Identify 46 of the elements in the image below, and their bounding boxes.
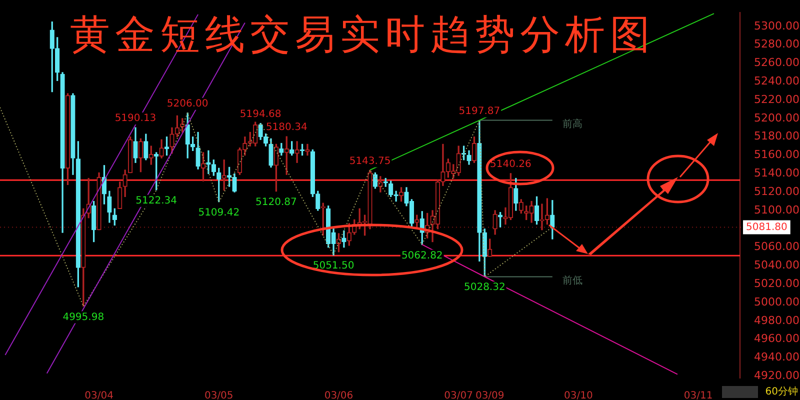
annotation: 5051.50 bbox=[312, 260, 354, 272]
y-tick-label: 5120.00 bbox=[754, 184, 800, 198]
annotation: 5109.42 bbox=[198, 207, 240, 218]
annotation: 5206.00 bbox=[166, 98, 208, 110]
annotation: 5028.32 bbox=[464, 282, 506, 294]
y-tick-label: 4980.00 bbox=[754, 314, 800, 327]
y-tick-label: 4960.00 bbox=[754, 332, 800, 346]
annotation: 5140.26 bbox=[490, 159, 532, 170]
annotation: 5143.75 bbox=[349, 156, 391, 167]
series-label: 前高 bbox=[562, 118, 582, 130]
candlestick bbox=[294, 141, 300, 163]
x-tick-label: 03/11 bbox=[684, 390, 713, 400]
candlestick bbox=[206, 150, 211, 174]
y-tick-label: 5180.00 bbox=[754, 130, 800, 143]
y-tick-label: 5280.00 bbox=[754, 38, 800, 51]
y-tick-label: 5140.00 bbox=[754, 166, 800, 180]
text: 60分钟 bbox=[765, 386, 798, 398]
series-label: 前低 bbox=[562, 274, 582, 286]
x-tick-label: 03/05 bbox=[204, 390, 234, 400]
x-tick-label: 03/10 bbox=[564, 390, 593, 400]
annotation: 5194.68 bbox=[240, 108, 282, 120]
ref-line-label: 5081.80 bbox=[746, 222, 788, 233]
y-tick-label: 5200.00 bbox=[754, 111, 800, 124]
annotation: 5120.87 bbox=[256, 196, 297, 208]
annotation: 5190.13 bbox=[114, 113, 156, 124]
y-tick-label: 4920.00 bbox=[754, 369, 800, 382]
x-tick-label: 03/09 bbox=[475, 390, 504, 400]
y-tick-label: 5300.00 bbox=[754, 19, 800, 32]
y-tick-label: 5160.00 bbox=[754, 148, 800, 162]
y-tick-label: 5100.00 bbox=[754, 203, 800, 216]
y-tick-label: 5060.00 bbox=[754, 240, 800, 254]
annotation: 5122.34 bbox=[136, 196, 178, 207]
y-tick-label: 5240.00 bbox=[754, 74, 800, 88]
y-tick-label: 5260.00 bbox=[754, 56, 800, 70]
x-tick-label: 03/06 bbox=[324, 390, 354, 400]
annotation: 5180.34 bbox=[266, 122, 308, 134]
x-tick-label: 03/04 bbox=[84, 390, 114, 400]
annotation: 5197.87 bbox=[458, 106, 500, 117]
y-tick-label: 5000.00 bbox=[754, 295, 800, 308]
y-tick-label: 4940.00 bbox=[754, 350, 800, 364]
annotation: 5062.82 bbox=[401, 250, 443, 262]
annotation: 4995.98 bbox=[62, 312, 104, 323]
y-tick-label: 5020.00 bbox=[754, 276, 800, 290]
y-tick-label: 5040.00 bbox=[754, 258, 800, 272]
x-tick-label: 03/07 bbox=[444, 390, 474, 400]
y-tick-label: 5220.00 bbox=[754, 92, 800, 106]
